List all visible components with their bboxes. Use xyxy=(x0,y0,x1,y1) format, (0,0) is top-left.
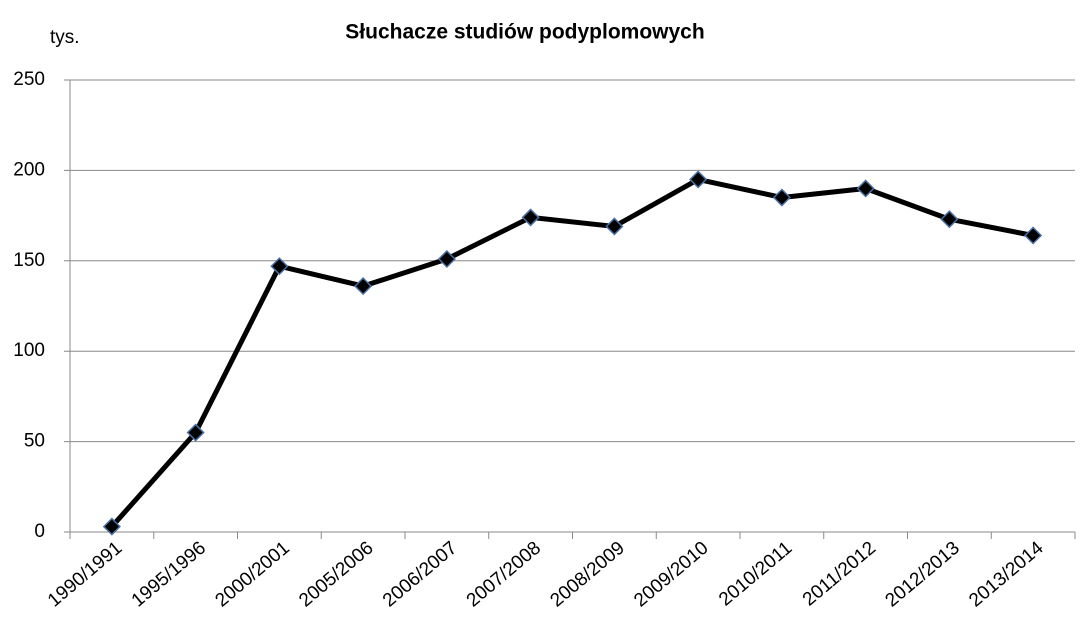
y-tick-label: 50 xyxy=(24,431,45,452)
data-point xyxy=(856,179,875,198)
y-axis-unit: tys. xyxy=(50,27,80,48)
data-point xyxy=(1024,226,1043,245)
series-line xyxy=(110,176,1034,529)
x-tick-label: 2005/2006 xyxy=(295,538,377,612)
y-tick-label: 0 xyxy=(34,521,45,542)
y-tick-label: 100 xyxy=(13,340,45,361)
y-tick-label: 250 xyxy=(13,69,45,90)
x-tick-label: 1995/1996 xyxy=(128,538,210,612)
data-point xyxy=(270,257,289,276)
y-tick-label: 200 xyxy=(13,159,45,180)
data-point xyxy=(772,188,791,207)
data-point xyxy=(605,217,624,236)
data-point xyxy=(354,277,373,296)
x-tick-label: 2007/2008 xyxy=(463,538,545,612)
data-point xyxy=(689,170,708,189)
x-tick-label: 2006/2007 xyxy=(379,538,461,612)
data-point xyxy=(186,423,205,442)
x-tick-label: 2000/2001 xyxy=(212,538,294,612)
x-tick-label: 2011/2012 xyxy=(799,538,880,611)
x-tick-label: 2009/2010 xyxy=(630,538,712,612)
data-point xyxy=(102,517,121,536)
data-point xyxy=(521,208,540,227)
x-tick-label: 2012/2013 xyxy=(882,538,964,612)
data-point xyxy=(437,249,456,269)
y-tick-label: 150 xyxy=(13,250,45,271)
x-tick-label: 2013/2014 xyxy=(965,537,1048,611)
x-tick-label: 2010/2011 xyxy=(715,538,796,611)
chart-title: Słuchacze studiów podyplomowych xyxy=(345,21,704,44)
x-tick-label: 1990/1991 xyxy=(44,538,126,612)
data-point xyxy=(940,210,959,229)
x-tick-label: 2008/2009 xyxy=(547,538,629,612)
